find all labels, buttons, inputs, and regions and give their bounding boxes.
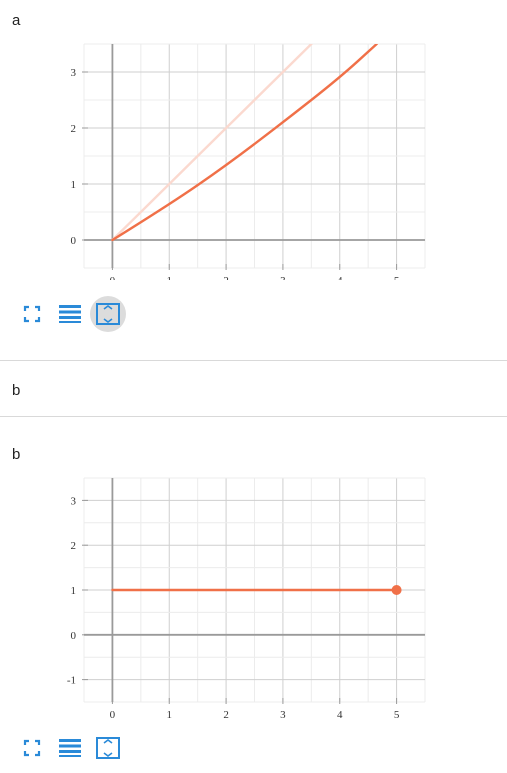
graph-b-toolbar [14,730,128,766]
series-line-1 [111,44,378,242]
y-tick-label: 0 [71,630,77,642]
x-tick-label: 5 [394,709,400,721]
section-label: b [12,382,21,399]
fit-view-icon [96,303,120,325]
graph-a[interactable]: 0 1 2 3 4 5 0 1 2 3 [0,40,450,280]
fullscreen-icon [23,305,41,323]
y-tick-label: 1 [71,179,77,191]
graph-b[interactable]: 0 1 2 3 4 5 -1 0 1 2 3 [0,474,450,736]
menu-button[interactable] [52,730,88,766]
fullscreen-icon [23,739,41,757]
y-tick-label: 3 [71,67,77,79]
panel-a-label: a [12,12,21,29]
panel-b-label: b [12,446,21,463]
x-tick-label: 4 [337,275,343,280]
fullscreen-button[interactable] [14,296,50,332]
section-divider-bottom [0,416,507,417]
x-tick-label: 2 [223,709,229,721]
fullscreen-button[interactable] [14,730,50,766]
fit-view-button[interactable] [90,730,126,766]
menu-icon [59,305,81,323]
y-tick-label: 0 [71,235,77,247]
y-tick-label: -1 [67,675,76,687]
section-divider-top [0,360,507,361]
x-tick-label: 3 [280,275,286,280]
x-tick-label: 2 [223,275,229,280]
fit-view-icon [96,737,120,759]
series-endpoint-0[interactable] [391,585,402,595]
graph-a-toolbar [14,296,128,332]
y-tick-label: 2 [71,540,77,552]
x-tick-label: 1 [167,709,173,721]
x-tick-label: 0 [110,709,116,721]
x-tick-label: 4 [337,709,343,721]
x-tick-label: 0 [110,275,116,280]
y-tick-label: 1 [71,585,77,597]
menu-icon [59,739,81,757]
y-tick-label: 2 [71,123,77,135]
x-tick-label: 1 [167,275,173,280]
fit-view-button[interactable] [90,296,126,332]
x-tick-label: 5 [394,275,400,280]
menu-button[interactable] [52,296,88,332]
x-tick-label: 3 [280,709,286,721]
series-line-0 [111,44,314,242]
y-tick-label: 3 [71,495,77,507]
